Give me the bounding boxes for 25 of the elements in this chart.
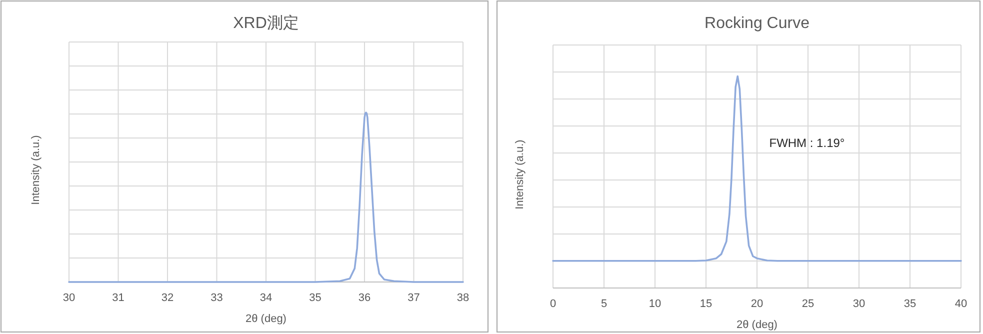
y-axis-title: Intensity (a.u.) (30, 135, 42, 205)
x-tick-label: 35 (904, 298, 916, 310)
x-axis-title: 2θ (deg) (736, 319, 778, 331)
x-axis-title: 2θ (deg) (246, 313, 286, 325)
x-tick-label: 38 (456, 292, 470, 304)
x-tick-label: 15 (700, 298, 712, 310)
x-tick-label: 34 (260, 292, 272, 304)
x-tick-label: 30 (852, 298, 866, 310)
x-tick-label: 25 (802, 298, 814, 310)
chart-title: XRD測定 (233, 14, 299, 32)
annotation: FWHM : 1.19° (769, 136, 845, 150)
y-axis-title: Intensity (a.u.) (514, 140, 526, 210)
x-tick-label: 10 (648, 298, 662, 310)
x-tick-label: 5 (600, 298, 608, 310)
x-tick-label: 35 (309, 292, 322, 304)
x-tick-label: 20 (750, 298, 764, 310)
x-tick-label: 30 (62, 292, 76, 304)
x-tick-label: 32 (161, 292, 174, 304)
x-tick-label: 31 (112, 292, 124, 304)
x-tick-label: 37 (408, 292, 420, 304)
x-tick-label: 36 (358, 292, 371, 304)
x-tick-label: 0 (550, 298, 556, 310)
chart-title: Rocking Curve (704, 15, 810, 32)
x-tick-label: 40 (954, 298, 968, 310)
x-tick-label: 33 (210, 292, 223, 304)
